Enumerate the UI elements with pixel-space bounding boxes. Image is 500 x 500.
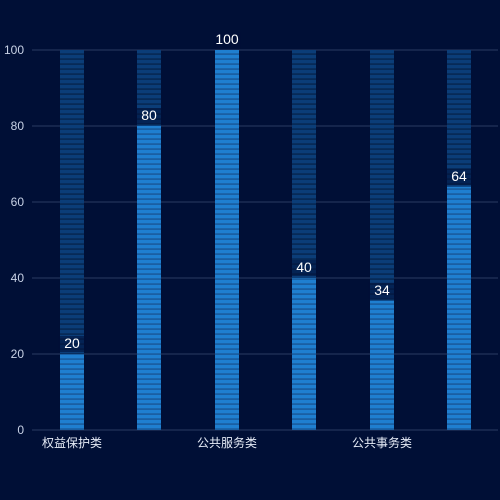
data-label: 64	[451, 168, 467, 184]
data-label-bg	[368, 282, 396, 299]
data-labels: 20 80 100 40 34 64	[58, 31, 473, 352]
bar	[137, 126, 161, 430]
grid-lines	[32, 49, 498, 431]
data-label-bg	[213, 32, 241, 48]
data-label: 20	[64, 335, 80, 351]
bar	[370, 300, 394, 430]
y-tick-label: 0	[17, 423, 24, 437]
y-tick-label: 40	[11, 271, 25, 285]
data-label-bg	[135, 108, 163, 124]
bar	[60, 354, 84, 430]
bars	[60, 50, 471, 430]
data-label: 80	[141, 107, 157, 123]
data-label: 100	[215, 31, 239, 47]
y-tick-label: 20	[11, 347, 25, 361]
x-tick-label: 公共事务类	[352, 435, 412, 450]
data-label-bg	[445, 168, 473, 185]
x-tick-label: 公共服务类	[197, 435, 257, 450]
y-tick-label: 100	[4, 43, 24, 57]
bar	[292, 278, 316, 430]
bar	[447, 186, 471, 430]
y-axis-ticks: 0 20 40 60 80 100	[4, 43, 24, 437]
data-label: 40	[296, 259, 312, 275]
y-tick-label: 80	[11, 119, 25, 133]
data-label-bg	[290, 260, 318, 276]
data-label-bg	[58, 336, 86, 352]
x-tick-label: 权益保护类	[42, 436, 102, 450]
bar	[215, 50, 239, 430]
data-label: 34	[374, 282, 390, 298]
x-axis-labels: 权益保护类 公共服务类 公共事务类	[42, 435, 412, 450]
y-tick-label: 60	[11, 195, 25, 209]
